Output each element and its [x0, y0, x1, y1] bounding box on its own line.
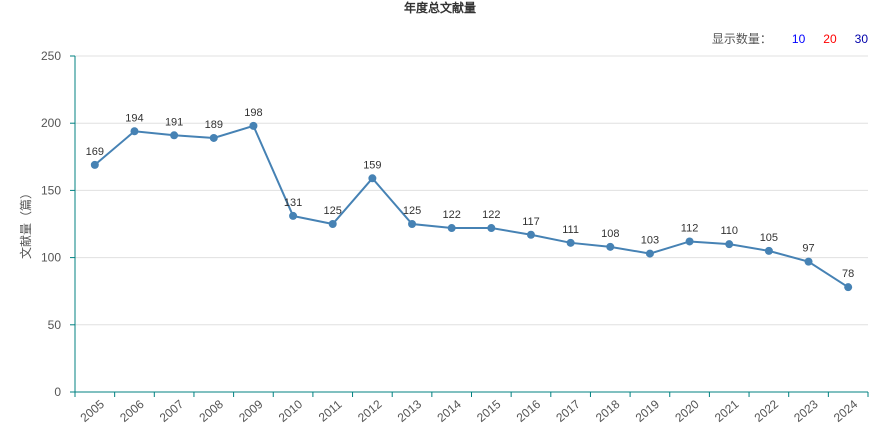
x-tick-label-2018: 2018 [593, 397, 623, 425]
data-point-2011 [328, 220, 337, 228]
data-label-2018: 108 [601, 228, 619, 240]
data-point-2020 [685, 237, 694, 246]
x-tick-label-2011: 2011 [316, 397, 345, 425]
x-tick-label-2012: 2012 [355, 397, 385, 425]
data-point-2022 [764, 246, 773, 255]
x-tick-label-2014: 2014 [434, 397, 464, 425]
count-option-20[interactable]: 20 [823, 31, 837, 46]
data-label-2012: 159 [363, 159, 381, 171]
data-label-2023: 97 [802, 243, 814, 255]
data-label-2020: 112 [681, 222, 699, 234]
data-label-2015: 122 [482, 209, 500, 221]
data-point-2021 [725, 240, 734, 249]
data-point-2009 [249, 121, 258, 130]
data-point-2019 [645, 249, 654, 258]
data-point-2023 [804, 257, 813, 266]
y-tick-label-100: 100 [41, 251, 61, 265]
y-tick-label-150: 150 [41, 183, 61, 197]
data-label-2021: 110 [720, 225, 738, 237]
x-tick-label-2017: 2017 [553, 397, 583, 425]
x-tick-label-2013: 2013 [395, 397, 425, 425]
data-label-2008: 189 [205, 119, 223, 131]
data-label-2006: 194 [125, 112, 143, 124]
y-tick-label-200: 200 [41, 116, 61, 130]
data-point-2018 [606, 242, 615, 251]
data-point-2006 [130, 127, 139, 136]
chart-title: 年度总文献量 [403, 1, 476, 15]
data-point-2005 [90, 160, 99, 169]
data-point-2024 [844, 283, 853, 292]
data-label-2005: 169 [86, 146, 104, 158]
data-label-2017: 111 [562, 224, 579, 236]
x-tick-label-2010: 2010 [276, 397, 306, 425]
count-option-10[interactable]: 10 [791, 31, 806, 46]
x-tick-label-2016: 2016 [514, 397, 544, 425]
data-label-2019: 103 [641, 235, 659, 247]
grid-lines [75, 55, 868, 326]
x-tick-label-2021: 2021 [712, 397, 742, 425]
data-point-2015 [487, 224, 496, 233]
data-point-2014 [447, 224, 456, 233]
y-tick-label-0: 0 [54, 385, 61, 399]
data-label-2014: 122 [442, 209, 460, 221]
x-tick-label-2023: 2023 [791, 397, 821, 425]
data-points [90, 121, 853, 292]
data-point-2013 [408, 220, 417, 228]
data-labels: 169 194 191 189 198 131 125 159 125 122 122 117 111 1… [86, 107, 855, 280]
data-label-2010: 131 [284, 197, 302, 209]
data-point-2007 [170, 131, 179, 140]
data-point-2012 [368, 174, 377, 183]
x-tick-label-2009: 2009 [236, 397, 266, 425]
x-tick-label-2022: 2022 [752, 397, 782, 425]
data-label-2013: 125 [403, 205, 421, 217]
data-label-2016: 117 [522, 216, 540, 228]
series-line-path [94, 124, 849, 289]
data-point-2008 [209, 133, 218, 142]
x-tick-label-2006: 2006 [117, 397, 147, 425]
x-axis: 2005 2006 2007 2008 2009 2010 2011 2012 2013 2014… [74, 391, 869, 425]
x-tick-label-2020: 2020 [672, 397, 702, 425]
y-axis-label: 文献量（篇） [18, 187, 33, 259]
x-tick-label-2005: 2005 [78, 397, 108, 425]
x-tick-label-2008: 2008 [196, 397, 226, 425]
x-tick-label-2007: 2007 [157, 397, 187, 425]
display-count-selector: 显示数量： 10 20 30 [712, 30, 868, 47]
data-point-2016 [526, 230, 535, 239]
x-tick-label-2024: 2024 [831, 397, 861, 425]
data-point-2010 [289, 211, 298, 220]
count-option-30[interactable]: 30 [854, 31, 868, 46]
data-label-2007: 191 [165, 116, 183, 128]
data-label-2009: 198 [244, 107, 262, 119]
series-line [94, 124, 849, 289]
data-label-2022: 105 [760, 232, 778, 244]
display-count-label: 显示数量： [711, 32, 772, 46]
y-axis: 0 50 100 150 200 250 [41, 49, 76, 399]
x-tick-label-2019: 2019 [633, 397, 663, 425]
x-tick-label-2015: 2015 [474, 397, 504, 425]
y-tick-label-250: 250 [41, 49, 61, 63]
y-tick-label-50: 50 [48, 318, 62, 332]
data-label-2024: 78 [842, 268, 854, 280]
data-label-2011: 125 [324, 205, 342, 217]
data-point-2017 [566, 238, 575, 247]
